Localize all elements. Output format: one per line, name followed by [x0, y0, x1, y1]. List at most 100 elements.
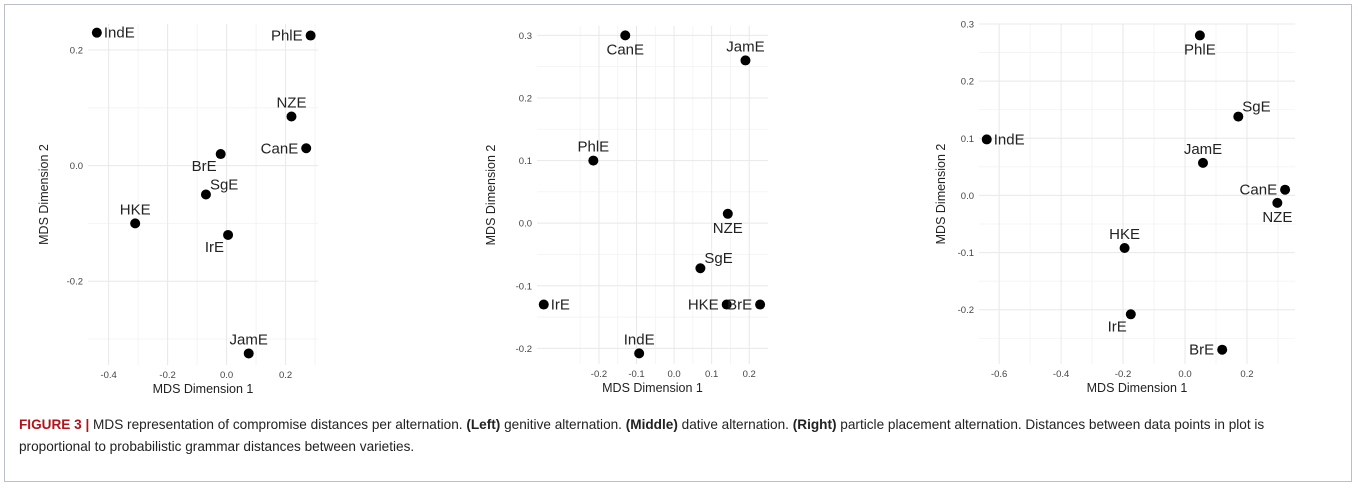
- y-tick-label: -0.1: [516, 281, 532, 292]
- y-tick-label: -0.1: [958, 248, 974, 259]
- data-point-phle: [588, 155, 599, 166]
- data-point-sge: [1233, 111, 1244, 122]
- point-label: HKE: [688, 297, 719, 314]
- x-tick-label: -0.2: [591, 369, 607, 380]
- y-tick-label: 0.1: [961, 134, 974, 145]
- caption-right-label: (Right): [792, 417, 837, 432]
- y-tick-label: 0.1: [519, 156, 532, 167]
- caption-text: genitive alternation.: [500, 417, 626, 432]
- grid: [979, 23, 1295, 364]
- data-point-jame: [243, 348, 254, 359]
- point-label: JamE: [726, 38, 764, 55]
- y-axis-title: MDS Dimension 2: [934, 144, 948, 245]
- mds-plot-dative: -0.2 -0.1 0.0 0.1 0.2 -0.2 -0.1 0.0 0.1 0.2 0.3 MDS…: [484, 26, 768, 395]
- data-point-nze: [1272, 197, 1283, 208]
- x-tick-label: 0.1: [705, 369, 718, 380]
- data-point-ire: [538, 299, 549, 310]
- data-point-ire: [1125, 309, 1136, 320]
- point-label: CanE: [607, 41, 645, 58]
- x-tick-label: -0.4: [1053, 369, 1069, 380]
- x-axis-title: MDS Dimension 1: [1087, 381, 1188, 395]
- data-point-hke: [721, 299, 732, 310]
- x-tick-label: 0.0: [220, 370, 233, 381]
- data-point-hke: [130, 218, 141, 229]
- data-point-phle: [1194, 30, 1205, 41]
- caption-text: particle placement alternation. Distance…: [19, 417, 1265, 454]
- data-point-ire: [223, 229, 234, 240]
- point-label: IrE: [205, 239, 224, 256]
- caption-text: dative alternation.: [677, 417, 793, 432]
- point-label: BrE: [727, 297, 752, 314]
- data-point-inde: [634, 348, 645, 359]
- caption-middle-label: (Middle): [625, 417, 678, 432]
- y-tick-label: 0.2: [961, 77, 974, 88]
- data-point-cane: [620, 30, 631, 41]
- point-label: HKE: [120, 201, 151, 218]
- point-label: PhlE: [1184, 41, 1216, 58]
- y-tick-label: 0.3: [519, 31, 532, 42]
- data-point-sge: [695, 263, 706, 274]
- point-label: JamE: [230, 331, 268, 348]
- x-tick-label: 0.2: [743, 369, 756, 380]
- point-label: SgE: [704, 250, 732, 267]
- data-point-nze: [722, 208, 733, 219]
- mds-plot-particle-placement: -0.6 -0.4 -0.2 0.0 0.2 -0.2 -0.1 0.0 0.1 0.2 0.3 MD…: [934, 20, 1295, 395]
- data-point-inde: [981, 134, 992, 145]
- point-label: NZE: [1262, 209, 1292, 226]
- y-tick-label: 0.0: [519, 219, 532, 230]
- data-point-nze: [286, 111, 297, 122]
- data-point-bre: [755, 299, 766, 310]
- point-label: IndE: [624, 331, 655, 348]
- y-tick-label: 0.3: [961, 20, 974, 31]
- data-point-cane: [1280, 184, 1291, 195]
- y-tick-label: -0.2: [516, 344, 532, 355]
- grid: [537, 26, 768, 364]
- point-label: BrE: [1189, 342, 1214, 359]
- data-point-bre: [215, 149, 226, 160]
- caption-left-label: (Left): [466, 417, 501, 432]
- point-label: JamE: [1184, 141, 1222, 158]
- point-label: HKE: [1109, 226, 1140, 243]
- x-tick-label: -0.2: [159, 370, 175, 381]
- point-label: CanE: [261, 140, 299, 157]
- data-point-hke: [1119, 243, 1130, 253]
- x-tick-label: 0.0: [1178, 369, 1191, 380]
- grid: [88, 24, 318, 365]
- y-axis-title: MDS Dimension 2: [37, 144, 51, 245]
- data-point-bre: [1217, 344, 1228, 355]
- data-point-jame: [740, 55, 751, 66]
- data-point-jame: [1197, 157, 1208, 168]
- x-tick-label: -0.1: [628, 369, 644, 380]
- x-tick-label: -0.2: [1115, 369, 1131, 380]
- x-axis-title: MDS Dimension 1: [602, 381, 703, 395]
- y-axis-title: MDS Dimension 2: [484, 145, 498, 246]
- point-label: NZE: [276, 94, 306, 111]
- x-axis-title: MDS Dimension 1: [153, 382, 254, 396]
- data-point-sge: [200, 189, 211, 200]
- point-label: IndE: [994, 131, 1025, 148]
- y-tick-label: 0.0: [70, 161, 83, 172]
- x-tick-label: 0.0: [667, 369, 680, 380]
- y-tick-label: -0.2: [958, 305, 974, 316]
- point-label: IrE: [551, 297, 570, 314]
- figure-caption: FIGURE 3 | MDS representation of comprom…: [19, 414, 1339, 458]
- mds-plot-genitive: -0.4 -0.2 0.0 0.2 -0.2 0.0 0.2 MDS Dimension 1 M…: [37, 24, 318, 396]
- x-tick-label: -0.4: [100, 370, 116, 381]
- figure-label: FIGURE 3 |: [19, 417, 90, 432]
- point-label: NZE: [713, 220, 743, 237]
- x-tick-label: 0.2: [279, 370, 292, 381]
- caption-text: MDS representation of compromise distanc…: [89, 417, 467, 432]
- y-tick-label: 0.0: [961, 191, 974, 202]
- x-tick-label: 0.2: [1240, 369, 1253, 380]
- point-label: SgE: [1242, 99, 1270, 116]
- point-label: PhlE: [577, 139, 609, 156]
- data-point-cane: [301, 143, 312, 154]
- data-point-inde: [91, 27, 102, 38]
- point-label: SgE: [210, 177, 238, 194]
- y-tick-label: 0.2: [70, 46, 83, 57]
- x-tick-label: -0.6: [991, 369, 1007, 380]
- point-label: IrE: [1108, 318, 1127, 335]
- data-point-phle: [305, 30, 316, 41]
- y-tick-label: -0.2: [67, 277, 83, 288]
- point-label: PhlE: [271, 28, 303, 45]
